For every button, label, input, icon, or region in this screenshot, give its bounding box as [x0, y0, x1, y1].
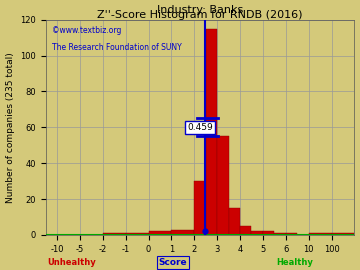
Bar: [240, 226, 252, 235]
Text: Healthy: Healthy: [276, 258, 313, 267]
Bar: [217, 136, 229, 235]
Bar: [126, 233, 149, 235]
Bar: [206, 29, 217, 235]
Bar: [252, 231, 263, 235]
Title: Z''-Score Histogram for RNDB (2016): Z''-Score Histogram for RNDB (2016): [97, 10, 303, 20]
Bar: [149, 231, 171, 235]
Text: The Research Foundation of SUNY: The Research Foundation of SUNY: [52, 43, 181, 52]
Y-axis label: Number of companies (235 total): Number of companies (235 total): [5, 52, 14, 203]
Bar: [286, 233, 297, 235]
Text: 0.459: 0.459: [187, 123, 213, 132]
Bar: [171, 230, 194, 235]
Bar: [263, 231, 274, 235]
Text: Unhealthy: Unhealthy: [47, 258, 95, 267]
Bar: [103, 233, 126, 235]
Text: Score: Score: [158, 258, 187, 267]
Bar: [309, 233, 332, 235]
Text: Industry: Banks: Industry: Banks: [157, 5, 243, 15]
Bar: [274, 233, 286, 235]
Bar: [194, 181, 206, 235]
Bar: [332, 233, 355, 235]
Text: ©www.textbiz.org: ©www.textbiz.org: [52, 26, 121, 35]
Bar: [229, 208, 240, 235]
